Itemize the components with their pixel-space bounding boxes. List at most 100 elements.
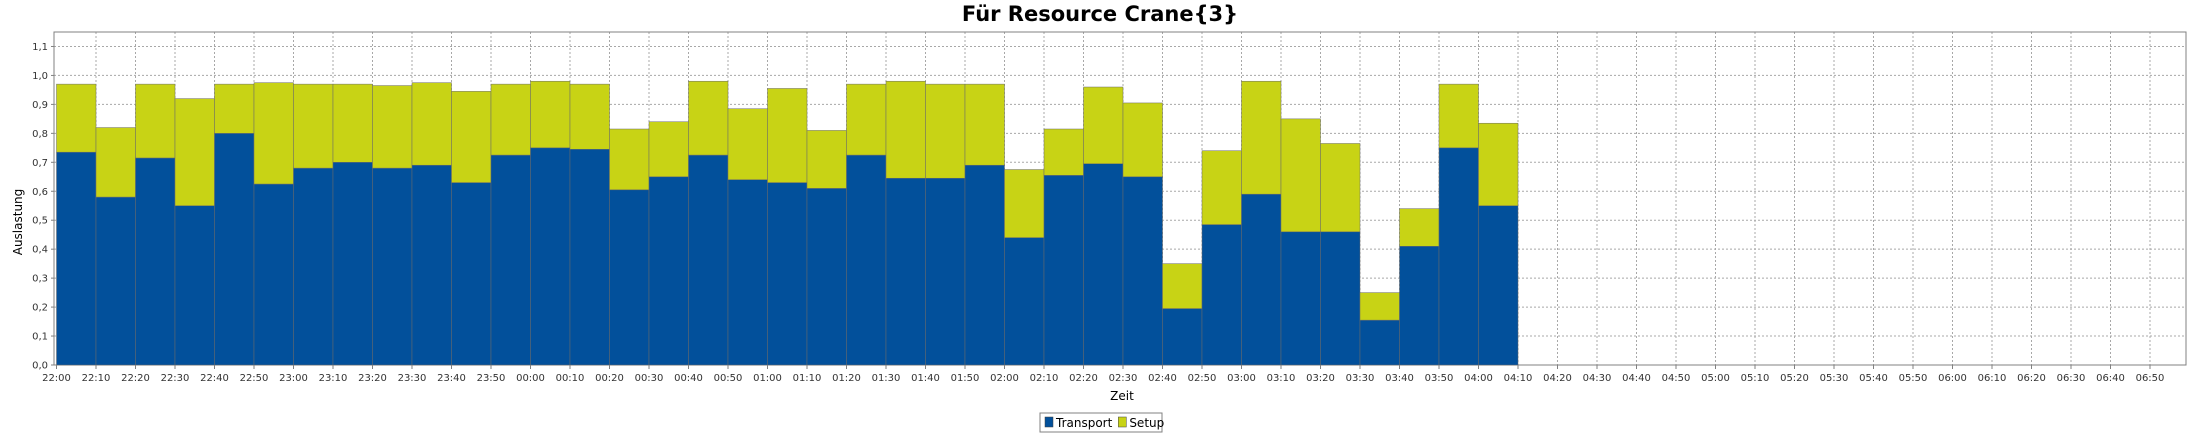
bar-transport [767, 182, 808, 366]
bar-transport [964, 164, 1005, 366]
x-tick-label: 23:20 [358, 373, 387, 384]
x-tick-label: 01:20 [832, 373, 861, 384]
bar-setup [727, 108, 768, 180]
x-tick-label: 00:00 [516, 373, 545, 384]
x-tick-label: 23:40 [437, 373, 466, 384]
x-tick-label: 22:50 [240, 373, 269, 384]
x-tick-label: 02:50 [1188, 373, 1217, 384]
x-tick-label: 03:50 [1425, 373, 1454, 384]
x-tick-label: 00:20 [595, 373, 624, 384]
x-tick-label: 22:00 [42, 373, 71, 384]
legend-box [1039, 412, 1163, 433]
x-tick-label: 03:00 [1227, 373, 1256, 384]
bar-setup [1359, 292, 1400, 321]
y-ticks: 0,0 0,1 0,2 0,3 0,4 0,5 0,6 0,7 0,8 0,9 1,0 1,1 [32, 42, 54, 372]
bar-setup [1241, 80, 1282, 195]
y-tick-label: 0,1 [32, 332, 48, 343]
x-tick-label: 04:40 [1622, 373, 1651, 384]
x-tick-label: 22:30 [161, 373, 190, 384]
bar-transport [451, 182, 492, 366]
bar-transport [1162, 308, 1203, 366]
bar-transport [95, 196, 136, 366]
x-tick-label: 05:50 [1899, 373, 1928, 384]
bar-setup [1162, 263, 1203, 309]
bar-transport [1280, 231, 1321, 366]
bar-setup [451, 91, 492, 183]
y-tick-label: 0,5 [32, 216, 48, 227]
x-tick-label: 00:10 [556, 373, 585, 384]
bar-setup [253, 82, 294, 185]
bar-setup [411, 82, 452, 166]
x-tick-label: 06:40 [2096, 373, 2125, 384]
bar-transport [293, 167, 334, 366]
bar-setup [490, 83, 531, 156]
x-ticks: 22:00 22:10 22:20 22:30 22:40 22:50 23:00 23:10… [42, 365, 2164, 384]
bar-setup [530, 80, 571, 149]
bar-setup [174, 98, 215, 206]
x-tick-label: 06:50 [2136, 373, 2165, 384]
x-tick-label: 05:00 [1701, 373, 1730, 384]
bar-transport [1241, 193, 1282, 366]
bar-setup [806, 130, 847, 189]
bar-transport [1201, 224, 1242, 366]
x-axis-label: Zeit [1110, 389, 1134, 403]
y-tick-label: 0,0 [32, 361, 48, 372]
bar-transport [1399, 246, 1440, 366]
bar-transport [1122, 176, 1163, 366]
x-tick-label: 00:40 [674, 373, 703, 384]
bar-setup [925, 83, 966, 179]
x-tick-label: 22:20 [121, 373, 150, 384]
bar-setup [1399, 208, 1440, 247]
x-tick-label: 01:30 [872, 373, 901, 384]
x-tick-label: 02:20 [1069, 373, 1098, 384]
bar-transport [135, 157, 176, 366]
x-tick-label: 22:10 [82, 373, 111, 384]
y-tick-label: 0,8 [32, 129, 48, 140]
bar-setup [214, 83, 255, 134]
x-tick-label: 04:20 [1543, 373, 1572, 384]
bar-setup [372, 85, 413, 169]
x-tick-label: 04:10 [1504, 373, 1533, 384]
y-tick-label: 1,1 [32, 42, 48, 53]
bar-setup [1004, 169, 1045, 238]
bar-transport [925, 177, 966, 366]
bar-transport [688, 154, 729, 366]
bar-transport [569, 149, 610, 366]
x-tick-label: 00:30 [635, 373, 664, 384]
x-tick-label: 04:00 [1464, 373, 1493, 384]
bar-transport [846, 154, 887, 366]
bar-transport [411, 164, 452, 366]
y-tick-label: 0,4 [32, 245, 48, 256]
bar-setup [135, 83, 176, 159]
x-tick-label: 01:50 [951, 373, 980, 384]
x-tick-label: 04:30 [1583, 373, 1612, 384]
bar-transport [530, 147, 571, 366]
x-tick-label: 23:10 [319, 373, 348, 384]
bar-setup [964, 83, 1005, 166]
x-tick-label: 23:30 [398, 373, 427, 384]
y-tick-label: 0,3 [32, 274, 48, 285]
bar-transport [1320, 231, 1361, 366]
x-tick-label: 23:50 [477, 373, 506, 384]
bar-transport [372, 167, 413, 366]
x-tick-label: 03:30 [1346, 373, 1375, 384]
bar-transport [1004, 237, 1045, 366]
bar-transport [1478, 205, 1519, 366]
bar-transport [332, 162, 373, 366]
x-tick-label: 05:30 [1820, 373, 1849, 384]
bar-transport [490, 154, 531, 366]
y-axis-label: Auslastung [11, 189, 25, 256]
bar-transport [727, 179, 768, 366]
bar-setup [1438, 83, 1479, 149]
bar-setup [767, 88, 808, 183]
legend-swatch [1118, 416, 1127, 428]
y-tick-label: 1,0 [32, 71, 48, 82]
legend-swatch [1044, 416, 1054, 428]
x-tick-label: 06:10 [1978, 373, 2007, 384]
x-tick-label: 02:30 [1109, 373, 1138, 384]
bar-setup [885, 80, 926, 179]
bar-transport [1359, 319, 1400, 366]
bar-transport [806, 188, 847, 366]
bar-setup [1478, 122, 1519, 206]
